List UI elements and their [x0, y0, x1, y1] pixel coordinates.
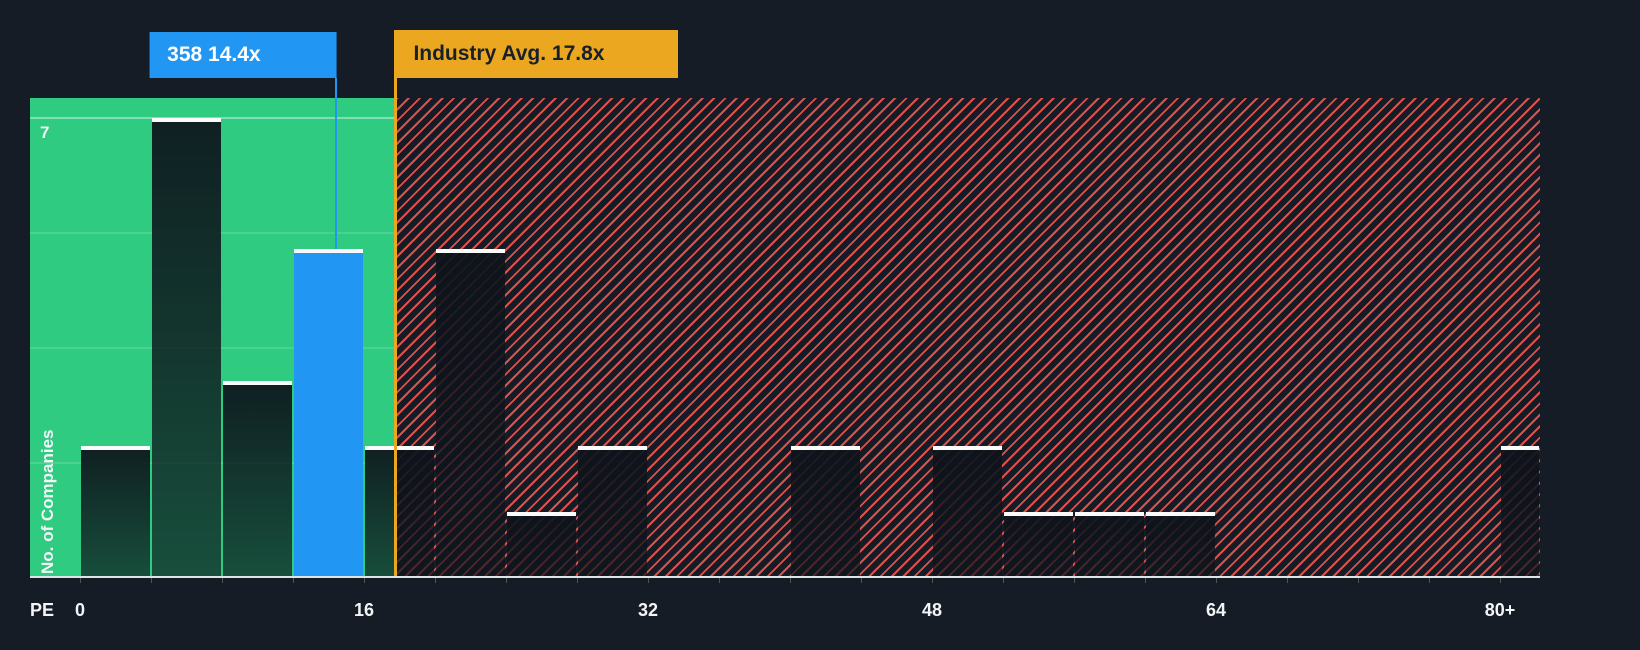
x-axis-minor-tick: [434, 578, 436, 583]
x-axis-minor-tick: [221, 578, 223, 583]
x-axis-minor-tick: [718, 578, 720, 583]
x-tick-label: 32: [637, 600, 659, 620]
histogram-bar[interactable]: [1146, 512, 1215, 578]
histogram-bar[interactable]: [1075, 512, 1144, 578]
histogram-bar[interactable]: [81, 446, 150, 578]
x-tick-label: 64: [1205, 600, 1227, 620]
x-axis-minor-tick: [931, 578, 933, 583]
x-axis-minor-tick: [1428, 578, 1430, 583]
x-axis-minor-tick: [1286, 578, 1288, 583]
x-tick-label: 80+: [1484, 600, 1516, 620]
x-axis-minor-tick: [292, 578, 294, 583]
x-axis-title: PE: [30, 600, 55, 620]
industry-average-flag: Industry Avg. 17.8x: [394, 30, 679, 78]
x-axis-minor-tick: [647, 578, 649, 583]
x-tick-label: 0: [74, 600, 86, 620]
x-tick-label: 48: [921, 600, 943, 620]
x-axis-minor-tick: [79, 578, 81, 583]
histogram-bar[interactable]: [507, 512, 576, 578]
x-axis-minor-tick: [1357, 578, 1359, 583]
company-marker-line: [334, 78, 337, 250]
histogram-bar-highlighted[interactable]: [294, 249, 363, 578]
x-axis-minor-tick: [1215, 578, 1217, 583]
histogram-bar[interactable]: [933, 446, 1002, 578]
industry-average-flag-label: Industry Avg. 17.8x: [413, 42, 605, 65]
x-axis-minor-tick: [1073, 578, 1075, 583]
x-axis-minor-tick: [860, 578, 862, 583]
histogram-bar[interactable]: [1004, 512, 1073, 578]
y-axis-title: No. of Companies: [38, 429, 57, 574]
histogram-bar[interactable]: [1501, 446, 1539, 578]
y-max-label: 7: [40, 122, 50, 142]
histogram-bar[interactable]: [152, 117, 221, 578]
x-axis-minor-tick: [1499, 578, 1501, 583]
histogram-bar[interactable]: [436, 249, 505, 578]
histogram-bar[interactable]: [223, 380, 292, 578]
x-axis-minor-tick: [150, 578, 152, 583]
x-axis-minor-tick: [789, 578, 791, 583]
histogram-bar[interactable]: [365, 446, 434, 578]
x-axis-minor-tick: [1144, 578, 1146, 583]
histogram-bar[interactable]: [578, 446, 647, 578]
x-axis-minor-tick: [576, 578, 578, 583]
industry-average-line: [394, 78, 398, 578]
company-pe-flag-label: 358 14.4x: [167, 43, 261, 66]
x-tick-label: 16: [353, 600, 375, 620]
histogram-bar[interactable]: [791, 446, 860, 578]
x-axis-minor-tick: [363, 578, 365, 583]
x-axis-line: [30, 576, 1540, 578]
x-axis-minor-tick: [505, 578, 507, 583]
x-axis-minor-tick: [1002, 578, 1004, 583]
company-pe-flag: 358 14.4x: [149, 32, 337, 78]
